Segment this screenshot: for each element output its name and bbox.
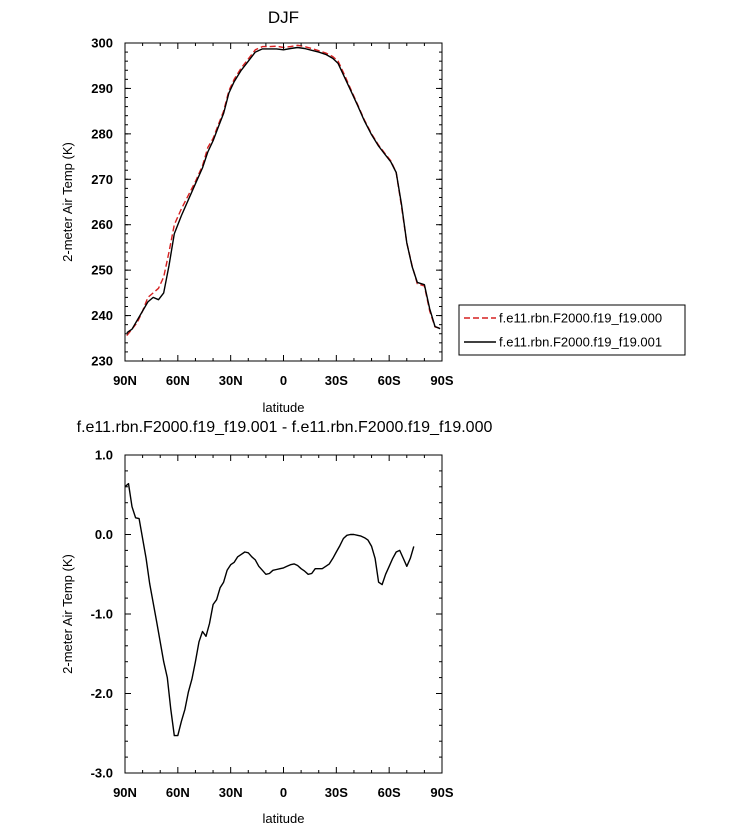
- x-axis-label: latitude: [263, 400, 305, 415]
- y-tick-label: 1.0: [95, 448, 113, 463]
- difference-panel: f.e11.rbn.F2000.f19_f19.001 - f.e11.rbn.…: [60, 419, 492, 826]
- y-tick-label: 250: [91, 263, 113, 278]
- y-axis-label: 2-meter Air Temp (K): [60, 142, 75, 262]
- y-tick-label: 290: [91, 81, 113, 96]
- x-tick-label: 60S: [378, 785, 401, 800]
- x-tick-label: 90S: [430, 785, 453, 800]
- x-tick-label: 90S: [430, 373, 453, 388]
- chart-title: f.e11.rbn.F2000.f19_f19.001 - f.e11.rbn.…: [77, 419, 493, 436]
- series-line-1: [124, 482, 415, 737]
- x-tick-label: 30N: [219, 373, 243, 388]
- y-axis-label: 2-meter Air Temp (K): [60, 554, 75, 674]
- x-axis-label: latitude: [263, 811, 305, 826]
- legend: f.e11.rbn.F2000.f19_f19.000 f.e11.rbn.F20…: [458, 304, 686, 356]
- x-tick-label: 60N: [166, 785, 190, 800]
- chart-title: DJF: [268, 8, 299, 27]
- y-tick-label: 280: [91, 126, 113, 141]
- djf-temperature-panel: DJF 90N 60N 30N 0 30S 60S 90S 230 240 250 260 270 280…: [60, 8, 454, 415]
- x-tick-label: 60S: [378, 373, 401, 388]
- x-tick-label: 0: [280, 373, 287, 388]
- y-tick-label: 230: [91, 354, 113, 369]
- x-tick-label: 60N: [166, 373, 190, 388]
- legend-entry-1: f.e11.rbn.F2000.f19_f19.000: [499, 311, 662, 326]
- series-line-1: [126, 44, 441, 337]
- legend-entry-2: f.e11.rbn.F2000.f19_f19.001: [499, 335, 662, 350]
- y-tick-label: 260: [91, 217, 113, 232]
- y-tick-label: 240: [91, 308, 113, 323]
- plot-frame: [124, 42, 443, 362]
- y-tick-label: 270: [91, 172, 113, 187]
- y-tick-label: 300: [91, 36, 113, 51]
- x-tick-label: 30N: [219, 785, 243, 800]
- x-tick-label: 0: [280, 785, 287, 800]
- y-tick-label: -2.0: [91, 686, 113, 701]
- legend-box: [458, 304, 686, 356]
- y-tick-label: -3.0: [91, 766, 113, 781]
- y-tick-label: 0.0: [95, 527, 113, 542]
- x-tick-label: 90N: [113, 373, 137, 388]
- series-line-2: [126, 46, 441, 334]
- x-tick-label: 90N: [113, 785, 137, 800]
- x-tick-label: 30S: [325, 373, 348, 388]
- y-tick-label: -1.0: [91, 607, 113, 622]
- x-tick-label: 30S: [325, 785, 348, 800]
